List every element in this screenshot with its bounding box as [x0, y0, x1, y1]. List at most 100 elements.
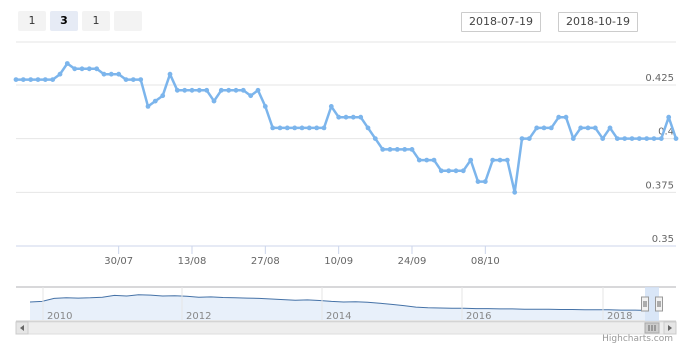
- data-point: [563, 114, 569, 120]
- y-tick-label: 0.375: [645, 180, 674, 191]
- data-point: [666, 114, 672, 120]
- data-point: [482, 179, 488, 185]
- data-point: [160, 93, 166, 99]
- range-button-1[interactable]: 1: [18, 11, 46, 31]
- data-point: [658, 136, 664, 142]
- navigator-selection: [645, 287, 659, 321]
- data-point: [644, 136, 650, 142]
- data-point: [130, 77, 136, 82]
- credits-link[interactable]: Highcharts.com: [602, 334, 673, 344]
- data-point: [218, 87, 224, 93]
- data-point: [372, 136, 378, 142]
- data-point: [460, 168, 466, 174]
- data-point: [328, 104, 334, 109]
- range-button-3[interactable]: 3: [50, 11, 78, 31]
- data-point: [321, 125, 327, 131]
- data-point: [138, 77, 144, 82]
- data-point: [446, 168, 452, 174]
- data-point: [490, 157, 496, 163]
- data-point: [28, 77, 34, 82]
- navigator-handle-left[interactable]: [641, 296, 649, 312]
- data-point: [358, 114, 364, 120]
- data-point: [292, 125, 298, 131]
- navigator-year-label: 2018: [607, 311, 632, 322]
- to-date-input[interactable]: 2018-10-19: [558, 12, 638, 32]
- data-point: [343, 114, 349, 120]
- data-point: [548, 125, 554, 131]
- scrollbar-track[interactable]: [15, 321, 677, 335]
- navigator-year-label: 2014: [326, 311, 351, 322]
- data-point: [673, 136, 679, 142]
- range-selector: 1 3 1: [18, 11, 146, 31]
- data-point: [607, 125, 613, 131]
- data-point: [167, 71, 173, 77]
- data-point: [453, 168, 459, 174]
- data-point: [504, 157, 510, 163]
- data-point: [174, 87, 180, 93]
- navigator-year-label: 2012: [186, 311, 211, 322]
- data-point: [336, 114, 342, 120]
- data-point: [585, 125, 591, 131]
- x-tick-label: 13/08: [178, 256, 207, 267]
- scroll-right-arrow-icon: [668, 325, 672, 331]
- data-point: [255, 87, 261, 93]
- data-point: [306, 125, 312, 131]
- data-point: [64, 61, 70, 66]
- data-point: [248, 93, 254, 99]
- data-point: [108, 71, 114, 77]
- data-point: [20, 77, 26, 82]
- data-point: [424, 157, 430, 163]
- data-point: [226, 87, 232, 93]
- data-point: [431, 157, 437, 163]
- data-point: [86, 66, 92, 72]
- scroll-left-arrow-icon: [20, 325, 24, 331]
- data-point: [196, 87, 202, 93]
- data-point: [651, 136, 657, 142]
- x-tick-label: 08/10: [471, 256, 500, 267]
- data-point: [578, 125, 584, 131]
- data-point: [534, 125, 540, 131]
- data-point: [72, 66, 78, 72]
- data-point: [42, 77, 48, 82]
- data-point: [189, 87, 195, 93]
- data-point: [600, 136, 606, 142]
- data-point: [116, 71, 122, 77]
- data-point: [570, 136, 576, 142]
- data-point: [394, 147, 400, 152]
- data-point: [277, 125, 283, 131]
- data-point: [233, 87, 239, 93]
- data-point: [592, 125, 598, 131]
- data-point: [57, 71, 63, 77]
- data-point: [94, 66, 100, 72]
- data-point: [387, 147, 393, 152]
- data-point: [211, 98, 217, 104]
- data-point: [50, 77, 56, 82]
- data-point: [79, 66, 85, 72]
- navigator-area: [30, 294, 645, 320]
- navigator-handle-right[interactable]: [655, 296, 663, 312]
- series-line: [16, 62, 678, 194]
- navigator-year-label: 2016: [466, 311, 491, 322]
- range-button-blank[interactable]: [114, 11, 142, 31]
- data-point: [409, 147, 415, 152]
- data-point: [497, 157, 503, 163]
- data-point: [636, 136, 642, 142]
- data-point: [204, 87, 210, 93]
- data-point: [123, 77, 129, 82]
- data-point: [614, 136, 620, 142]
- data-point: [262, 104, 268, 109]
- x-tick-label: 24/09: [398, 256, 427, 267]
- data-point: [468, 157, 474, 163]
- data-point: [556, 114, 562, 120]
- data-point: [402, 147, 408, 152]
- data-point: [145, 104, 151, 109]
- from-date-input[interactable]: 2018-07-19: [461, 12, 541, 32]
- data-point: [101, 71, 107, 77]
- data-point: [350, 114, 356, 120]
- data-point: [475, 179, 481, 185]
- data-point: [284, 125, 290, 131]
- x-tick-label: 30/07: [104, 256, 133, 267]
- range-button-1b[interactable]: 1: [82, 11, 110, 31]
- navigator-line: [29, 294, 646, 311]
